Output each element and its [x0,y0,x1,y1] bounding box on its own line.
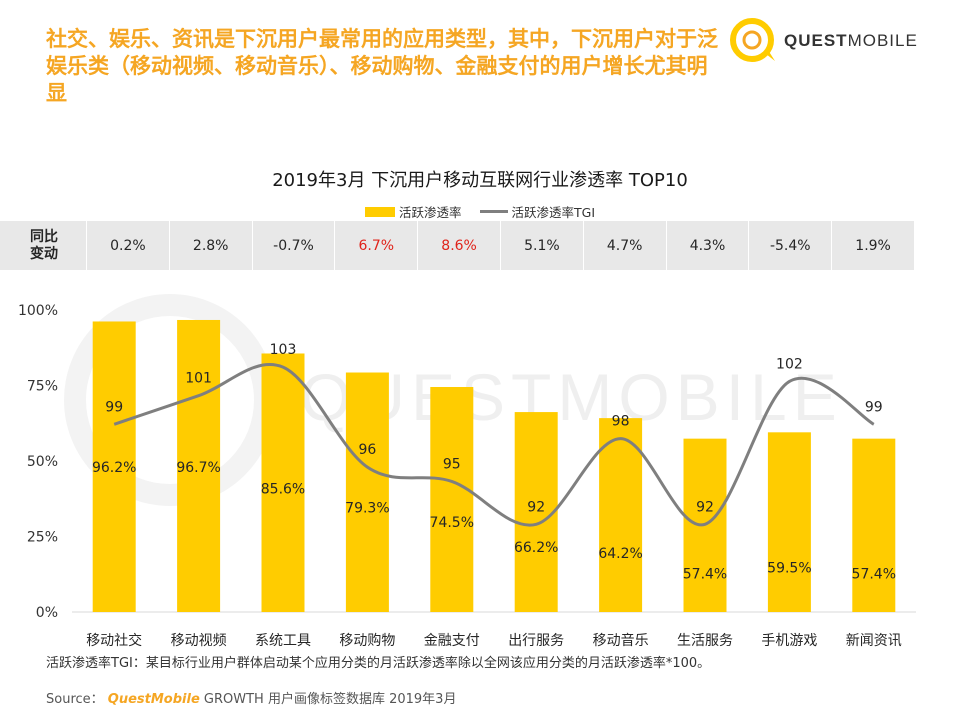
y-tick-label: 100% [18,303,58,319]
tgi-line [113,363,875,527]
tgi-data-label: 99 [865,399,883,415]
legend-bar-swatch [364,206,395,217]
yoy-value: 4.3% [665,221,749,270]
yoy-value: -0.7% [251,221,335,270]
x-category-label: 移动视频 [171,633,227,649]
yoy-value: 2.8% [168,221,252,270]
x-category-label: 移动社交 [86,632,142,649]
yoy-change-row: 同比 变动 0.2% 2.8% -0.7% 6.7% 8.6% 5.1% 4.7%… [0,221,914,270]
bar-data-label: 74.5% [430,515,474,531]
tgi-data-label: 99 [105,399,123,415]
bar-4 [345,372,389,612]
x-category-label: 金融支付 [424,633,480,649]
x-category-label: 系统工具 [255,633,311,649]
bar-9 [767,432,811,612]
y-tick-label: 25% [27,530,58,546]
bar-data-label: 85.6% [261,481,305,497]
yoy-value: 1.9% [831,221,914,270]
watermark-text: QUESTMOBILE [300,360,843,434]
legend-line-label: 活跃渗透率TGI [511,205,596,220]
bar-data-label: 57.4% [852,567,896,583]
bar-data-label: 79.3% [345,501,389,517]
bar-3 [261,353,305,612]
bar-data-label: 57.4% [683,567,727,583]
source-label: Source： [46,692,104,707]
source-detail: GROWTH 用户画像标签数据库 2019年3月 [203,692,457,707]
bar-data-label: 96.2% [92,460,136,476]
source-brand: QuestMobile [107,692,200,707]
bar-data-label: 59.5% [767,560,811,576]
logo-mark-icon [730,18,775,62]
bar-6 [514,412,558,612]
x-category-label: 移动购物 [339,633,395,649]
yoy-value: 5.1% [499,221,583,270]
x-category-label: 手机游戏 [761,633,817,649]
legend-item-bar: 活跃渗透率 [364,202,462,221]
tgi-data-label: 95 [443,456,461,472]
tgi-data-label: 96 [358,442,376,458]
tgi-footnote: 活跃渗透率TGI：某目标行业用户群体启动某个应用分类的月活跃渗透率除以全网该应用… [46,656,711,671]
questmobile-logo: QUESTMOBILE [728,14,938,70]
y-tick-label: 75% [27,379,58,395]
legend-bar-label: 活跃渗透率 [398,205,462,220]
bar-7 [599,418,643,612]
legend-line-swatch [479,210,508,213]
x-category-label: 生活服务 [677,633,733,649]
tgi-data-label: 92 [527,499,545,515]
chart-plot-area: QUESTMOBILE 100% 75% 50% 25% 0% 移动社交 移动视频 系统工具 移动… [18,294,916,649]
yoy-value: 8.6% [417,221,500,270]
x-category-label: 出行服务 [508,633,564,649]
bar-data-label: 96.7% [176,460,220,476]
source-line: Source： QuestMobile GROWTH 用户画像标签数据库 201… [46,688,456,707]
x-category-label: 移动音乐 [593,632,649,649]
page-headline: 社交、娱乐、资讯是下沉用户最常用的应用类型，其中，下沉用户对于泛娱乐类（移动视频… [46,27,718,105]
bar-data-label: 64.2% [598,546,642,562]
tgi-data-label: 92 [696,499,714,515]
yoy-header: 同比 变动 [30,228,58,262]
yoy-value: 0.2% [86,221,169,270]
y-tick-label: 0% [36,605,58,621]
legend-item-line: 活跃渗透率TGI [479,202,596,221]
x-category-label: 新闻资讯 [846,633,902,649]
bar-1 [92,321,136,612]
tgi-data-label: 98 [612,414,630,430]
yoy-value: 4.7% [582,221,666,270]
y-tick-label: 50% [27,454,58,470]
logo-text: QUESTMOBILE [784,31,918,50]
tgi-data-label: 102 [776,356,803,372]
yoy-value: -5.4% [748,221,831,270]
bar-5 [430,387,474,612]
chart-legend: 活跃渗透率 活跃渗透率TGI [0,202,960,221]
yoy-value: 6.7% [334,221,417,270]
chart-title: 2019年3月 下沉用户移动互联网行业渗透率 TOP10 [272,170,688,191]
bar-data-label: 66.2% [514,540,558,556]
bar-2 [177,319,221,612]
tgi-data-label: 103 [270,342,297,358]
bar-10 [852,438,896,612]
tgi-data-label: 101 [185,371,212,387]
